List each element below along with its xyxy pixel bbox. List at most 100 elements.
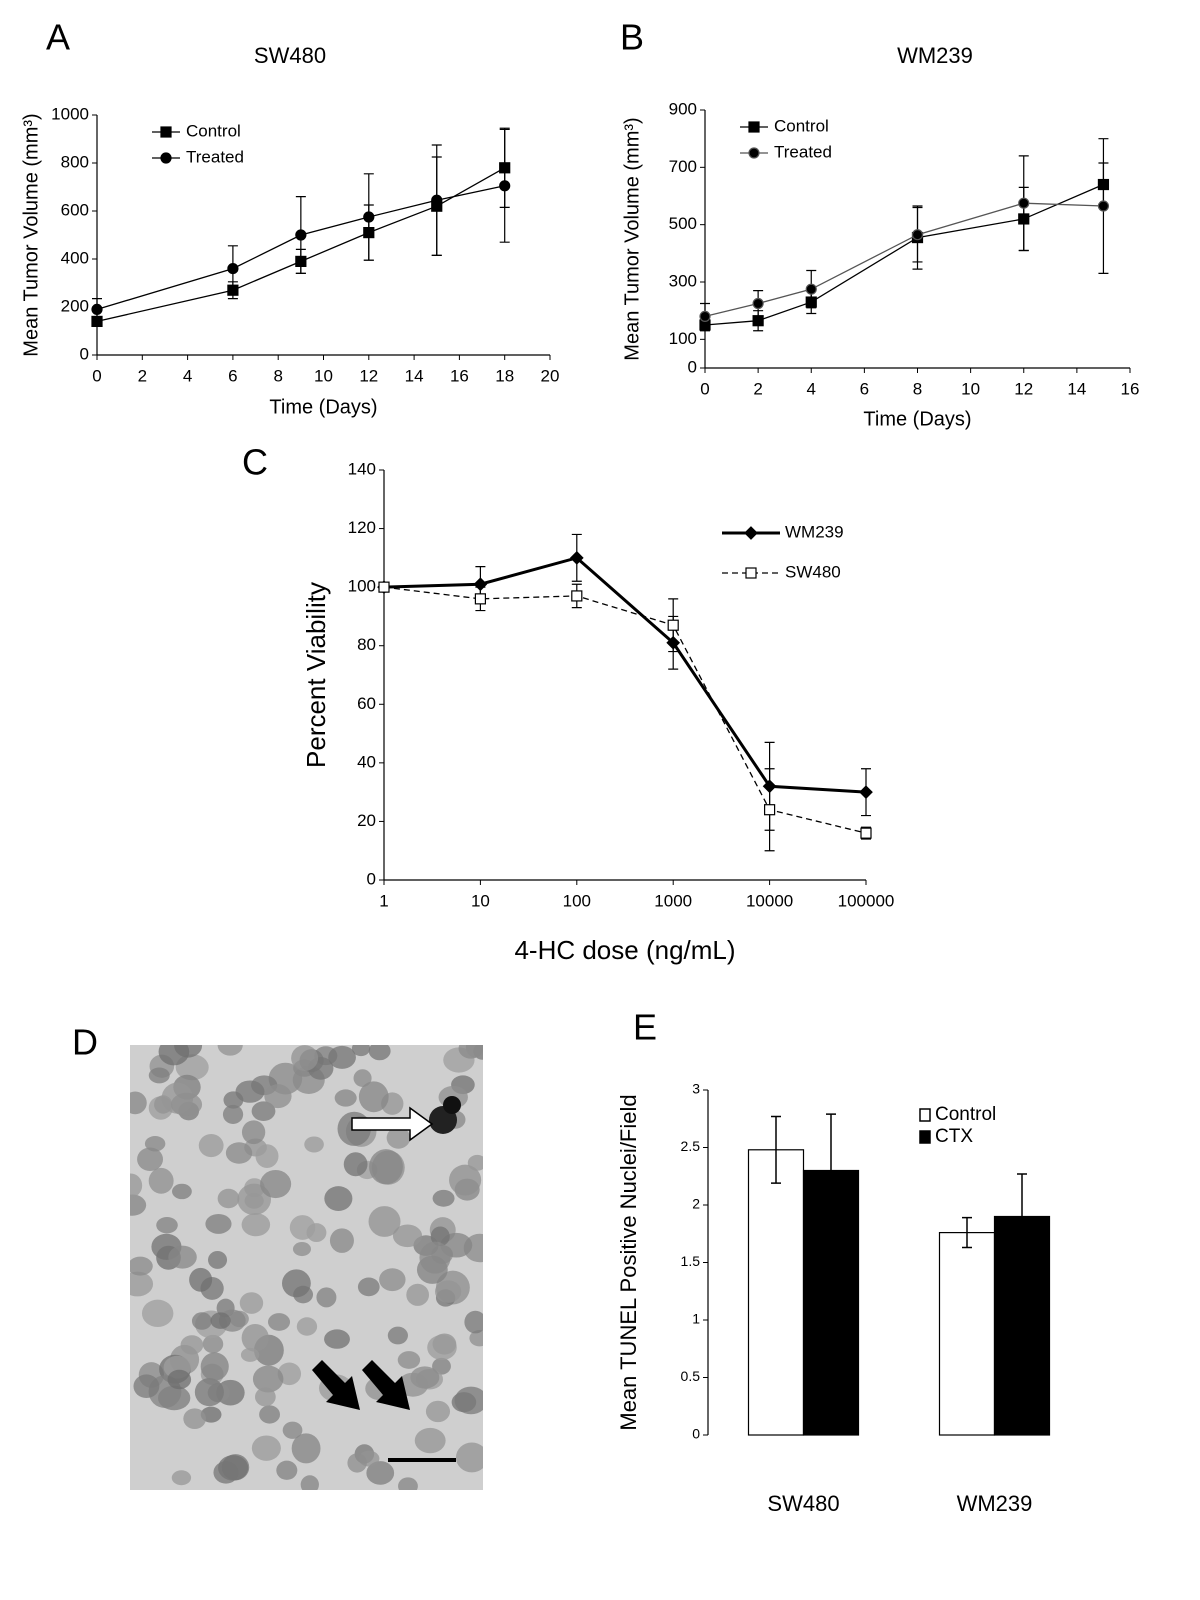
- cell-nucleus: [191, 1312, 212, 1330]
- cell-nucleus: [316, 1287, 337, 1308]
- marker: [860, 827, 872, 839]
- chart-title: WM239: [897, 43, 973, 68]
- cell-nucleus: [324, 1186, 353, 1211]
- marker: [752, 297, 764, 310]
- cell-nucleus: [329, 1228, 354, 1253]
- cell-nucleus: [392, 1224, 423, 1248]
- cell-nucleus: [130, 1194, 147, 1216]
- marker: [91, 303, 103, 315]
- y-tick-label: 1: [692, 1311, 700, 1327]
- marker: [667, 619, 679, 631]
- error-bar: [1017, 1173, 1027, 1260]
- cell-nucleus: [171, 1470, 192, 1486]
- series-line: [704, 202, 1104, 318]
- y-tick-label: 2: [692, 1196, 700, 1212]
- cell-nucleus: [171, 1092, 203, 1117]
- cell-nucleus: [260, 1169, 292, 1199]
- panel-label: E: [633, 1007, 657, 1048]
- x-tick-label: 14: [405, 366, 424, 385]
- cell-nucleus: [189, 1267, 213, 1292]
- x-tick-label: 8: [913, 379, 922, 398]
- marker: [569, 551, 584, 565]
- x-tick-label: 2: [753, 379, 762, 398]
- cell-nucleus: [255, 1387, 276, 1407]
- legend-marker: [748, 121, 760, 133]
- marker: [1097, 200, 1110, 212]
- x-axis-label: Time (Days): [269, 396, 377, 418]
- x-tick-label: 100: [563, 891, 591, 910]
- cell-nucleus: [419, 1241, 451, 1274]
- cell-nucleus: [291, 1433, 321, 1464]
- scale-bar: [388, 1458, 456, 1462]
- y-tick-label: 0: [688, 357, 697, 376]
- cell-nucleus: [222, 1104, 244, 1124]
- cell-nucleus: [241, 1323, 269, 1352]
- bar: [938, 1231, 996, 1436]
- cell-nucleus: [304, 1136, 324, 1153]
- chart-title: SW480: [254, 43, 326, 68]
- cell-nucleus: [240, 1347, 260, 1362]
- cell-nucleus: [432, 1189, 455, 1207]
- cell-nucleus: [387, 1326, 408, 1345]
- cell-nucleus: [194, 1378, 224, 1407]
- cell-nucleus: [156, 1216, 178, 1234]
- cell-nucleus: [449, 1164, 482, 1196]
- cell-nucleus: [144, 1135, 166, 1152]
- cell-nucleus: [430, 1226, 450, 1247]
- cell-nucleus: [241, 1213, 271, 1237]
- x-tick-label: 10000: [746, 891, 793, 910]
- cell-nucleus: [398, 1477, 418, 1490]
- x-tick-label: WM239: [957, 1491, 1033, 1516]
- cell-nucleus: [225, 1142, 253, 1164]
- y-tick-label: 120: [348, 518, 376, 537]
- legend-label: CTX: [935, 1126, 973, 1147]
- y-tick-label: 140: [348, 459, 376, 478]
- x-tick-label: 6: [860, 379, 869, 398]
- y-tick-label: 20: [357, 811, 376, 830]
- cell-nucleus: [167, 1369, 192, 1390]
- cell-nucleus: [353, 1069, 372, 1087]
- y-axis-label: Mean TUNEL Positive Nuclei/Field: [616, 1094, 641, 1430]
- x-axis-label: 4-HC dose (ng/mL): [514, 935, 735, 965]
- cell-nucleus: [347, 1453, 367, 1473]
- x-tick-label: 0: [92, 366, 101, 385]
- cell-nucleus: [255, 1144, 279, 1168]
- marker: [911, 229, 924, 241]
- cell-nucleus: [141, 1299, 174, 1328]
- x-tick-label: 0: [700, 379, 709, 398]
- cell-nucleus: [210, 1312, 231, 1329]
- legend-marker: [919, 1130, 931, 1144]
- cell-nucleus: [328, 1045, 356, 1069]
- y-tick-label: 80: [357, 635, 376, 654]
- cell-nucleus: [168, 1245, 197, 1269]
- marker: [499, 180, 511, 192]
- cell-nucleus: [432, 1357, 451, 1375]
- cell-nucleus: [198, 1134, 224, 1158]
- series-line: [383, 586, 867, 834]
- cell-nucleus: [379, 1268, 406, 1292]
- series-line: [704, 183, 1104, 326]
- cell-nucleus: [252, 1365, 284, 1393]
- legend-marker: [744, 526, 758, 540]
- legend-label: Control: [774, 116, 829, 135]
- cell-nucleus: [414, 1427, 446, 1454]
- y-tick-label: 400: [61, 248, 89, 267]
- legend-marker: [160, 152, 172, 164]
- marker: [859, 785, 873, 799]
- cell-nucleus: [454, 1386, 483, 1415]
- cell-nucleus: [267, 1313, 291, 1331]
- legend-marker: [745, 567, 757, 579]
- marker: [363, 211, 375, 223]
- cell-nucleus: [300, 1475, 319, 1490]
- cell-nucleus: [368, 1206, 401, 1237]
- cell-nucleus: [334, 1089, 357, 1107]
- black-arrow: [362, 1360, 410, 1410]
- cell-nucleus: [239, 1292, 264, 1314]
- x-tick-label: 4: [183, 366, 192, 385]
- legend-marker: [748, 147, 760, 159]
- series-line: [383, 556, 867, 794]
- cell-nucleus: [292, 1242, 312, 1257]
- cell-nucleus: [469, 1329, 483, 1347]
- error-bar: [771, 1115, 781, 1184]
- series-line: [96, 185, 505, 311]
